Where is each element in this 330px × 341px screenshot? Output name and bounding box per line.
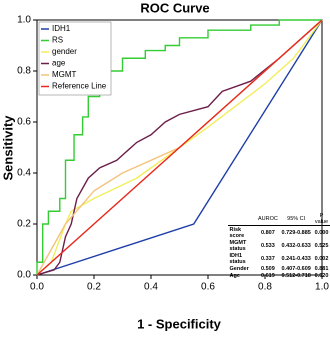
y-tick-label: 0.8 xyxy=(17,66,31,77)
table-row: Age 0.619 0.512-0.718 0.020 xyxy=(228,272,330,279)
y-tick-label: 0.0 xyxy=(17,270,31,281)
header-cell: AUROC xyxy=(257,215,278,222)
x-tick-label: 0.2 xyxy=(87,282,101,293)
plot-frame xyxy=(36,19,323,276)
roc-curve xyxy=(36,19,323,276)
table-header: AUROC 95% CI P value xyxy=(228,212,330,226)
table-cell: 0.512-0.718 xyxy=(281,272,311,279)
x-axis-label: 1 - Specificity xyxy=(137,316,222,331)
row-label: Risk score xyxy=(229,226,245,239)
table-cell: 0.337 xyxy=(261,255,275,262)
table-cell: 0.881 xyxy=(314,265,329,272)
legend-label: RS xyxy=(52,36,63,45)
x-tick-label: 0.8 xyxy=(258,282,272,293)
x-tick-label: 1.0 xyxy=(315,282,329,293)
row-label: Gender xyxy=(229,265,249,272)
x-tick-label: 0.4 xyxy=(144,282,158,293)
y-tick-label: 0.4 xyxy=(17,168,31,179)
roc-curve xyxy=(36,19,323,276)
legend-label: MGMT xyxy=(52,70,77,79)
table-cell: 0.407-0.609 xyxy=(281,265,311,272)
legend-box xyxy=(38,21,112,96)
row-label: Age xyxy=(229,272,240,279)
header-cell: 95% CI xyxy=(287,215,306,222)
x-tick-label: 0.6 xyxy=(201,282,215,293)
y-tick-label: 0.2 xyxy=(17,219,31,230)
y-tick-label: 0.6 xyxy=(17,117,31,128)
legend-label: IDH1 xyxy=(52,24,71,33)
header-cell: P value xyxy=(314,212,329,225)
roc-curve xyxy=(36,19,323,276)
table-cell: 0.432-0.633 xyxy=(281,242,311,249)
table-cell: 0.619 xyxy=(261,272,275,279)
table-row: MGMT status 0.533 0.432-0.633 0.525 xyxy=(228,239,330,252)
roc-curve xyxy=(36,19,323,276)
table-cell: 0.807 xyxy=(261,229,275,236)
row-label: IDH1 status xyxy=(229,252,246,265)
table-cell: 0.525 xyxy=(314,242,329,249)
stats-table: AUROC 95% CI P value Risk score 0.807 0.72… xyxy=(228,212,330,279)
table-cell: 0.509 xyxy=(261,265,275,272)
legend-label: gender xyxy=(52,47,77,56)
table-cell: 0.002 xyxy=(314,255,329,262)
corner-cell xyxy=(228,212,256,226)
table-cell: 0.533 xyxy=(261,242,275,249)
legend-label: Reference Line xyxy=(52,82,107,91)
table-cell: 0.020 xyxy=(314,272,329,279)
table-row: Risk score 0.807 0.729-0.885 0.000 xyxy=(228,226,330,240)
table-row: Gender 0.509 0.407-0.609 0.881 xyxy=(228,265,330,272)
y-tick-label: 1.0 xyxy=(17,15,31,26)
chart-title: ROC Curve xyxy=(140,0,209,15)
y-axis-label: Sensitivity xyxy=(0,115,15,181)
row-label: MGMT status xyxy=(229,239,247,252)
table-cell: 0.729-0.885 xyxy=(281,229,311,236)
x-tick-label: 0.0 xyxy=(30,282,44,293)
table-row: IDH1 status 0.337 0.241-0.433 0.002 xyxy=(228,252,330,265)
table-cell: 0.000 xyxy=(314,229,329,236)
legend-label: age xyxy=(52,59,66,68)
table-cell: 0.241-0.433 xyxy=(281,255,311,262)
